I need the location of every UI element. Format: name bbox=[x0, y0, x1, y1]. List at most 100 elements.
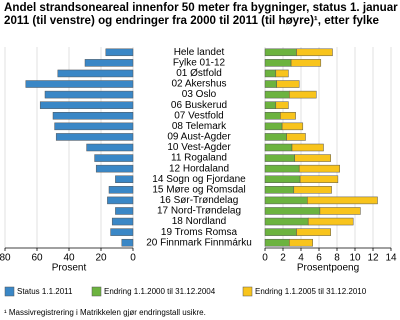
bar bbox=[294, 154, 331, 162]
bar bbox=[264, 122, 283, 131]
bar bbox=[110, 228, 134, 236]
bar bbox=[293, 186, 332, 194]
bar bbox=[264, 186, 295, 194]
x-axis-label: Prosent bbox=[52, 263, 87, 274]
legend-swatch bbox=[91, 286, 102, 297]
bar bbox=[121, 238, 134, 247]
bar bbox=[264, 164, 300, 173]
x-tick-label: 0 bbox=[130, 253, 136, 264]
bar bbox=[57, 69, 134, 78]
bar bbox=[289, 90, 317, 99]
category-label: 06 Buskerud bbox=[171, 100, 227, 111]
bar bbox=[307, 217, 354, 226]
category-label: 14 Sogn og Fjordane bbox=[152, 174, 246, 185]
x-tick-label: 60 bbox=[31, 253, 43, 264]
bar bbox=[264, 217, 309, 226]
bar bbox=[115, 207, 134, 215]
bar bbox=[55, 133, 134, 141]
chart-title: Andel strandsoneareal innenfor 50 meter … bbox=[4, 1, 398, 27]
x-tick-label: 40 bbox=[63, 253, 75, 264]
legend-label: Endring 1.1.2000 til 31.12.2004 bbox=[104, 287, 216, 296]
footnote: ¹ Massivregistrering i Matrikkelen gjør … bbox=[4, 308, 206, 317]
bar bbox=[264, 228, 297, 236]
bar bbox=[296, 48, 333, 57]
bar bbox=[307, 196, 378, 205]
bar bbox=[264, 69, 277, 78]
category-label: Fylke 01-12 bbox=[173, 58, 226, 69]
category-label: 08 Telemark bbox=[172, 121, 227, 132]
bar bbox=[286, 133, 306, 141]
bar bbox=[86, 143, 134, 152]
bar bbox=[264, 154, 295, 162]
x-axis-label: Prosentpoeng bbox=[297, 263, 359, 274]
bar bbox=[94, 154, 134, 162]
bar bbox=[105, 48, 134, 57]
x-tick-label: 20 bbox=[95, 253, 107, 264]
bar bbox=[291, 143, 324, 152]
bar bbox=[264, 48, 297, 57]
category-label: 07 Vestfold bbox=[174, 110, 223, 121]
legend-label: Status 1.1.2011 bbox=[17, 287, 73, 296]
bar bbox=[111, 217, 134, 226]
legend-swatch bbox=[4, 286, 15, 297]
bar bbox=[299, 175, 339, 183]
category-label: 01 Østfold bbox=[176, 68, 222, 79]
bar bbox=[264, 101, 277, 109]
category-label: 12 Hordaland bbox=[169, 163, 229, 174]
bar bbox=[52, 112, 134, 120]
x-tick-label: 10 bbox=[349, 253, 361, 264]
bar bbox=[264, 238, 290, 247]
x-tick-label: 6 bbox=[316, 253, 322, 264]
bar bbox=[296, 228, 331, 236]
category-label: 03 Oslo bbox=[182, 89, 217, 100]
category-label: 18 Nordland bbox=[172, 216, 226, 227]
bar bbox=[264, 133, 287, 141]
bar bbox=[281, 122, 304, 131]
bar bbox=[115, 175, 134, 183]
bar bbox=[280, 112, 296, 120]
category-label: 02 Akershus bbox=[171, 79, 226, 90]
x-tick-label: 12 bbox=[367, 253, 379, 264]
category-label: 09 Aust-Agder bbox=[167, 132, 231, 143]
bar bbox=[275, 101, 289, 109]
bar bbox=[25, 80, 134, 88]
category-label: Hele landet bbox=[174, 47, 225, 58]
x-tick-label: 4 bbox=[298, 253, 304, 264]
bar bbox=[264, 207, 321, 215]
category-label: 17 Nord-Trøndelag bbox=[157, 206, 241, 217]
legend-label: Endring 1.1.2005 til 31.12.2010 bbox=[255, 287, 367, 296]
category-label: 11 Rogaland bbox=[171, 153, 227, 164]
bar bbox=[319, 207, 361, 215]
legend-swatch bbox=[242, 286, 253, 297]
bar bbox=[264, 196, 308, 205]
category-label: 10 Vest-Agder bbox=[167, 142, 231, 153]
bar bbox=[264, 80, 277, 88]
bar bbox=[84, 59, 134, 67]
bar bbox=[290, 59, 322, 67]
x-tick-label: 0 bbox=[262, 253, 268, 264]
bar bbox=[276, 80, 300, 88]
bar bbox=[54, 122, 134, 131]
bar bbox=[107, 196, 134, 205]
bar bbox=[264, 59, 292, 67]
bar bbox=[275, 69, 289, 78]
category-label: 15 Møre og Romsdal bbox=[152, 184, 245, 195]
bar bbox=[39, 101, 134, 109]
bar bbox=[289, 238, 313, 247]
bar bbox=[264, 143, 293, 152]
x-tick-label: 2 bbox=[280, 253, 286, 264]
bar bbox=[44, 90, 134, 99]
bar bbox=[264, 112, 281, 120]
bar bbox=[95, 164, 134, 173]
category-label: 16 Sør-Trøndelag bbox=[160, 195, 239, 206]
bar bbox=[264, 175, 301, 183]
bar bbox=[108, 186, 134, 194]
bar bbox=[264, 90, 290, 99]
category-label: 20 Finnmark Finnmárku bbox=[146, 237, 252, 248]
x-tick-label: 8 bbox=[334, 253, 340, 264]
x-tick-label: 80 bbox=[0, 253, 11, 264]
category-label: 19 Troms Romsa bbox=[161, 227, 238, 238]
bar bbox=[298, 164, 340, 173]
